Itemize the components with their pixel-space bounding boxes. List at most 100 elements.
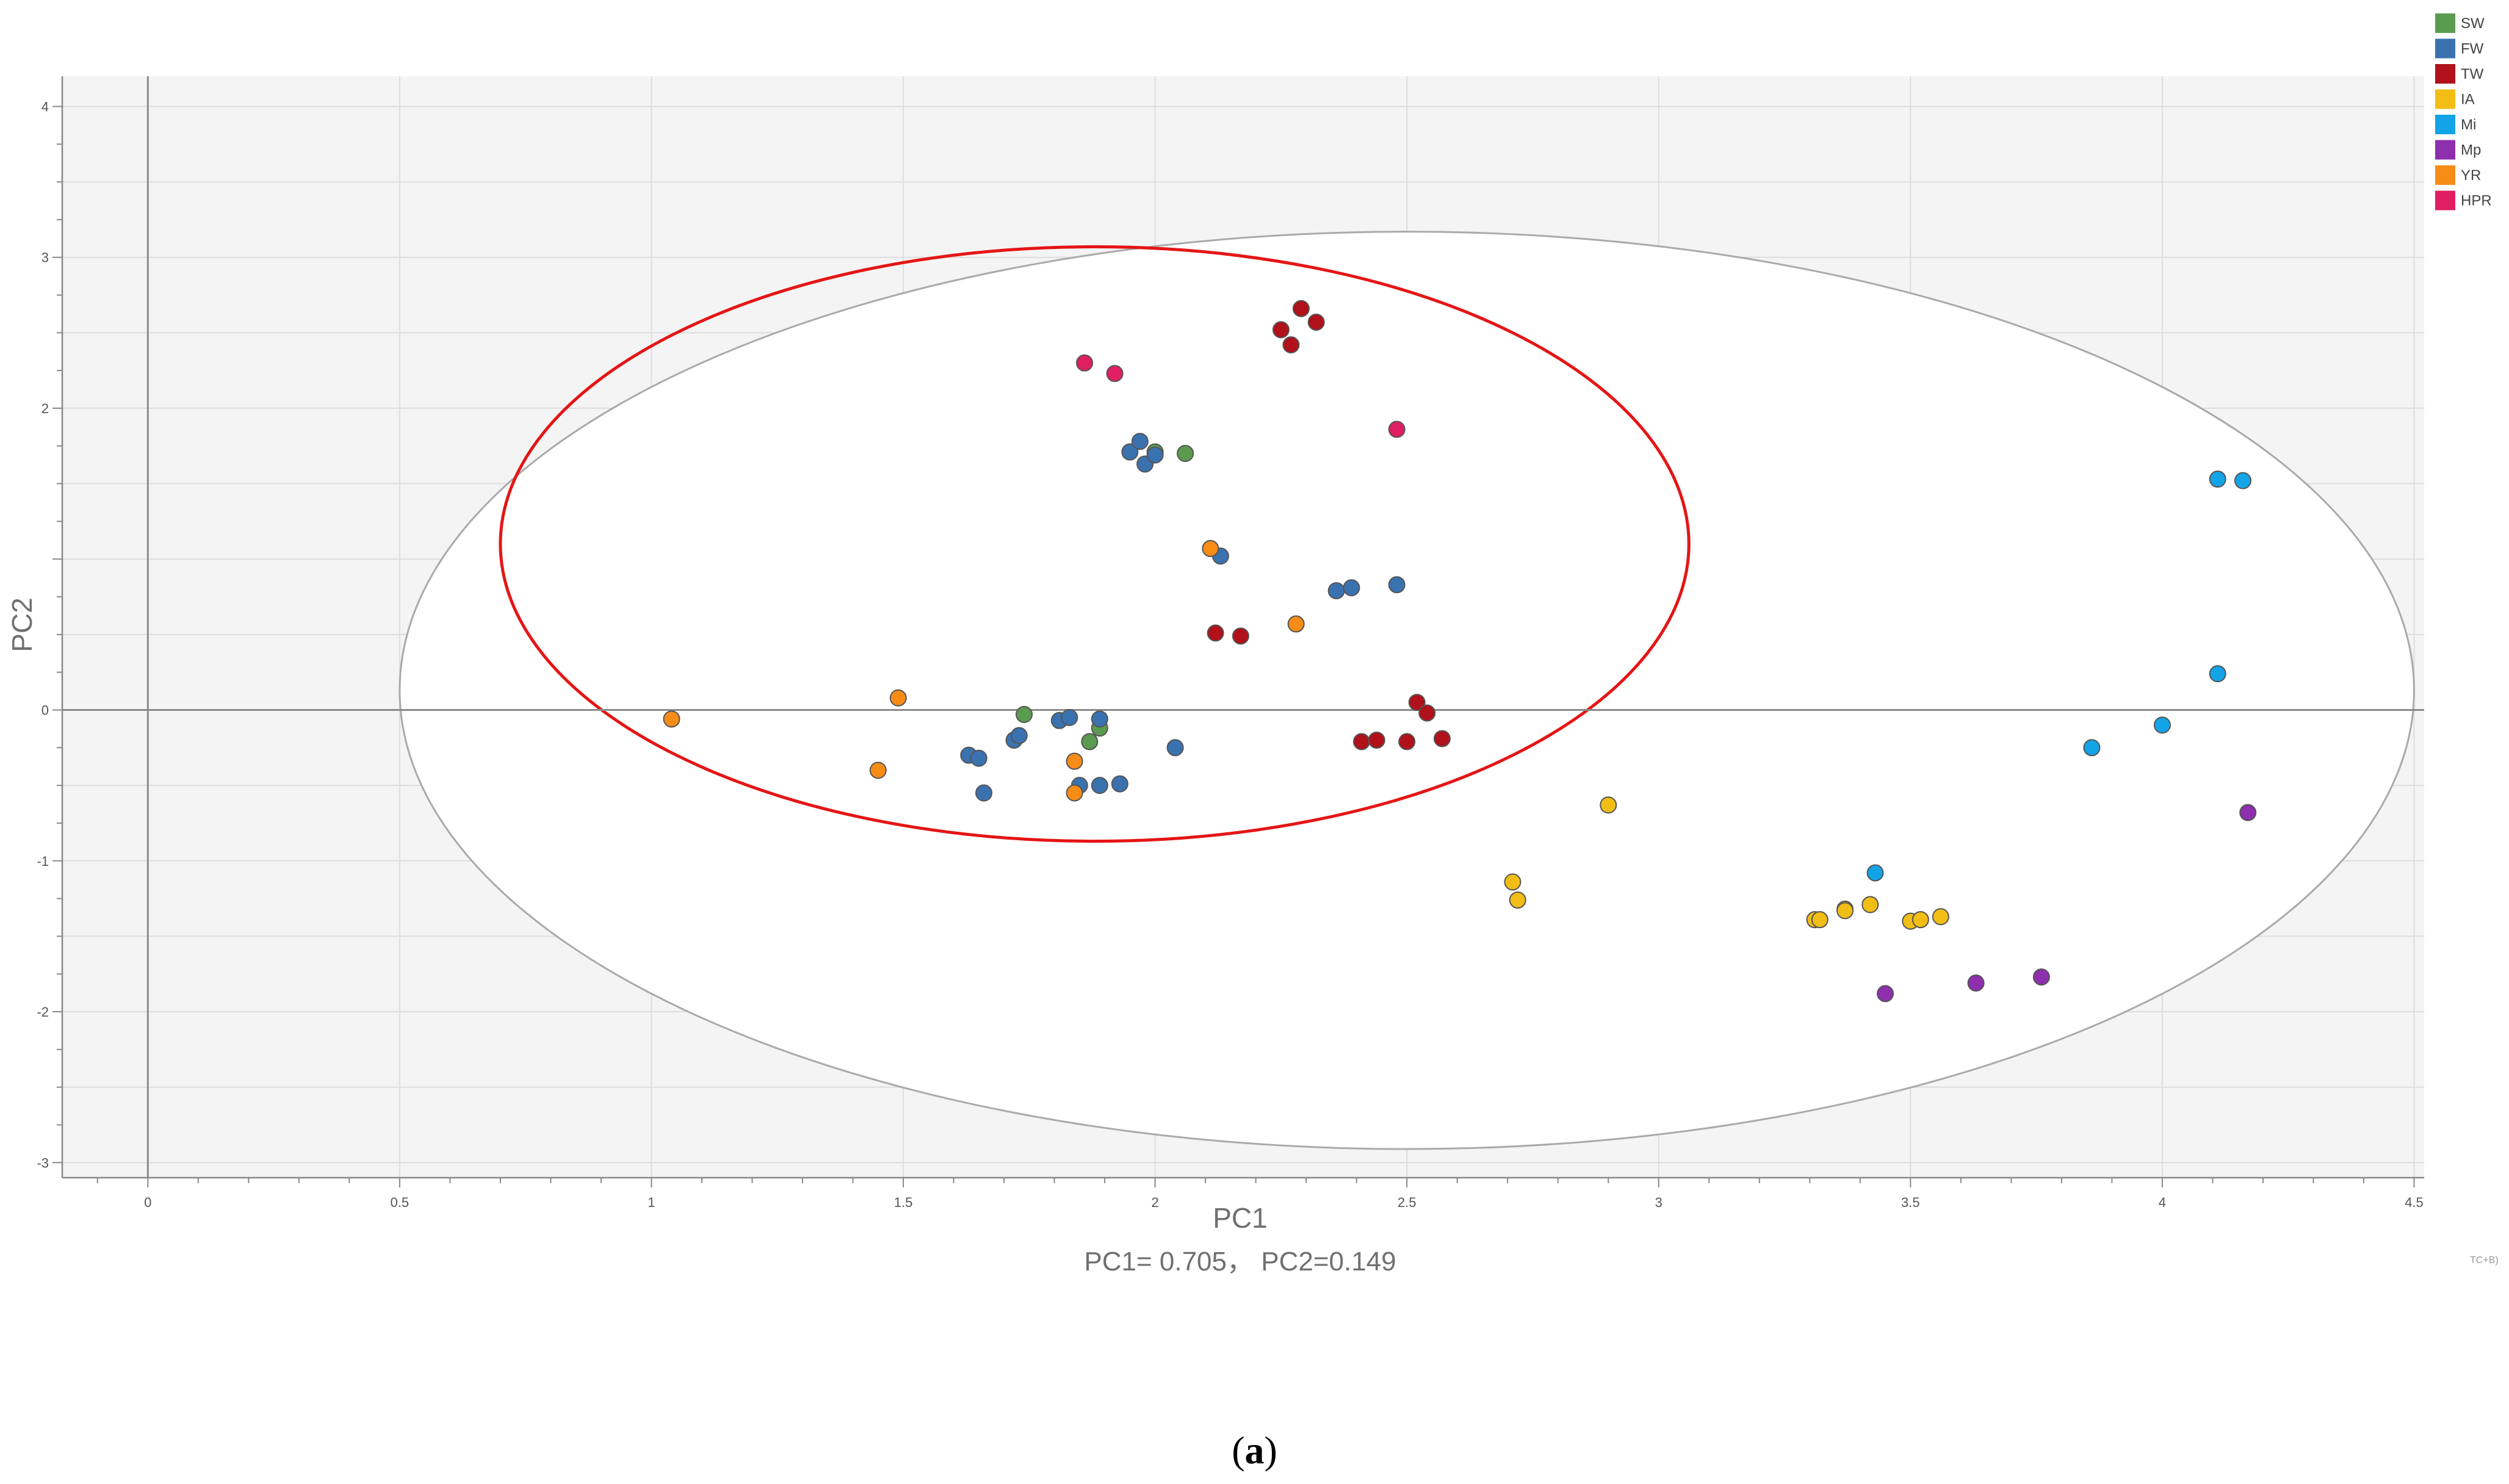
x-tick-label: 1 [648, 1195, 655, 1210]
data-point-hpr [1106, 365, 1124, 383]
x-tick-label: 2.5 [1398, 1195, 1417, 1210]
legend-swatch-mp [2435, 140, 2455, 160]
legend-label-hpr: HPR [2461, 193, 2492, 209]
y-tick-label: 0 [42, 702, 49, 718]
data-point-ia [1912, 911, 1929, 929]
data-point-mi [2209, 665, 2226, 683]
ellipses [399, 231, 2415, 1150]
data-point-yr [1287, 615, 1305, 633]
data-point-ia [1811, 911, 1829, 929]
data-point-tw [1408, 694, 1426, 711]
data-point-tw [1352, 733, 1370, 751]
data-point-sw [1177, 445, 1194, 463]
data-point-fw [1388, 576, 1406, 594]
legend-label-sw: SW [2461, 15, 2485, 32]
data-point-mi [2209, 470, 2226, 488]
data-point-yr [1066, 784, 1083, 802]
legend: SW FW TW IA Mi Mp YR HPR [2435, 13, 2492, 211]
legend-swatch-ia [2435, 89, 2455, 109]
legend-label-mi: Mi [2461, 117, 2476, 133]
data-point-mp [2032, 968, 2050, 986]
data-point-fw [1010, 727, 1028, 744]
data-point-fw [1091, 710, 1108, 728]
legend-label-ia: IA [2461, 92, 2475, 108]
watermark-text: TC+B) [2470, 1255, 2499, 1266]
x-tick-label: 0 [144, 1195, 151, 1210]
data-point-ia [1509, 891, 1526, 909]
data-point-yr [1066, 752, 1083, 770]
x-tick-label: 3 [1655, 1195, 1662, 1210]
data-point-tw [1232, 627, 1249, 645]
zero-axes [62, 76, 2424, 1178]
data-point-ia [1504, 873, 1522, 891]
data-point-yr [663, 710, 680, 728]
data-point-sw [1081, 733, 1099, 751]
chart-subtitle: PC1= 0.705， PC2=0.149 [1084, 1247, 1396, 1277]
x-tick-label: 1.5 [894, 1195, 913, 1210]
data-point-tw [1282, 336, 1300, 354]
y-tick-label: 3 [42, 250, 49, 265]
x-tick-label: 2 [1151, 1195, 1158, 1210]
data-point-fw [1131, 433, 1149, 450]
legend-swatch-mi [2435, 115, 2455, 134]
red-confidence-ellipse [499, 245, 1691, 843]
data-point-mi [2153, 716, 2171, 734]
legend-swatch-yr [2435, 165, 2455, 185]
x-tick-label: 4 [2159, 1195, 2166, 1210]
y-tick-label: 4 [42, 99, 49, 114]
data-point-fw [1061, 708, 1078, 726]
plot-frame [61, 76, 2424, 1179]
data-point-tw [1398, 733, 1416, 751]
data-point-fw [1111, 775, 1128, 793]
data-point-ia [1861, 896, 1879, 913]
data-point-tw [1368, 731, 1385, 749]
data-point-fw [975, 784, 993, 802]
data-point-mi [2083, 739, 2101, 757]
caption-label: a [1244, 1428, 1265, 1472]
legend-label-yr: YR [2461, 167, 2481, 184]
data-point-tw [1207, 624, 1224, 642]
data-point-fw [1343, 579, 1360, 597]
data-point-ia [1836, 902, 1854, 920]
data-point-yr [869, 762, 887, 779]
legend-swatch-sw [2435, 13, 2455, 33]
data-point-ia [1932, 908, 1949, 926]
gray-confidence-ellipse [399, 231, 2415, 1150]
y-tick-label: -3 [37, 1155, 49, 1170]
data-point-hpr [1076, 354, 1094, 372]
data-point-mp [2239, 804, 2257, 821]
figure-caption: (a) [1232, 1428, 1277, 1472]
data-point-tw [1272, 321, 1290, 339]
y-tick-label: 2 [42, 401, 49, 416]
data-point-fw [1121, 443, 1139, 461]
data-point-fw [1146, 446, 1164, 464]
x-tick-label: 3.5 [1901, 1195, 1920, 1210]
data-point-yr [889, 689, 907, 707]
legend-label-tw: TW [2461, 66, 2484, 82]
data-point-fw [1091, 777, 1108, 794]
data-point-tw [1433, 730, 1451, 747]
data-point-mi [1866, 864, 1884, 882]
data-point-tw [1292, 300, 1310, 317]
data-point-mp [1877, 985, 1894, 1003]
ticks: 0 0.5 1 1.5 2 2.5 3 3.5 4 4.5 -3 -2 -1 0 2 3 4 [37, 99, 2423, 1210]
data-point-tw [1418, 704, 1436, 722]
x-tick-label: 0.5 [391, 1195, 410, 1210]
data-point-tw [1307, 314, 1325, 331]
legend-swatch-fw [2435, 38, 2455, 59]
data-point-fw [1166, 739, 1184, 757]
data-point-mi [2234, 472, 2251, 489]
x-axis-label: PC1 [1213, 1202, 1267, 1234]
data-point-fw [970, 749, 987, 767]
data-point-fw [1327, 582, 1345, 600]
y-tick-label: -1 [37, 854, 49, 869]
data-point-yr [1202, 539, 1219, 557]
legend-swatch-tw [2435, 64, 2455, 84]
data-point-hpr [1388, 420, 1406, 438]
data-point-mp [1967, 974, 1985, 992]
y-tick-label: -2 [37, 1004, 49, 1020]
y-axis-label: PC2 [6, 597, 38, 652]
data-point-sw [1016, 705, 1033, 723]
data-point-ia [1600, 796, 1617, 814]
